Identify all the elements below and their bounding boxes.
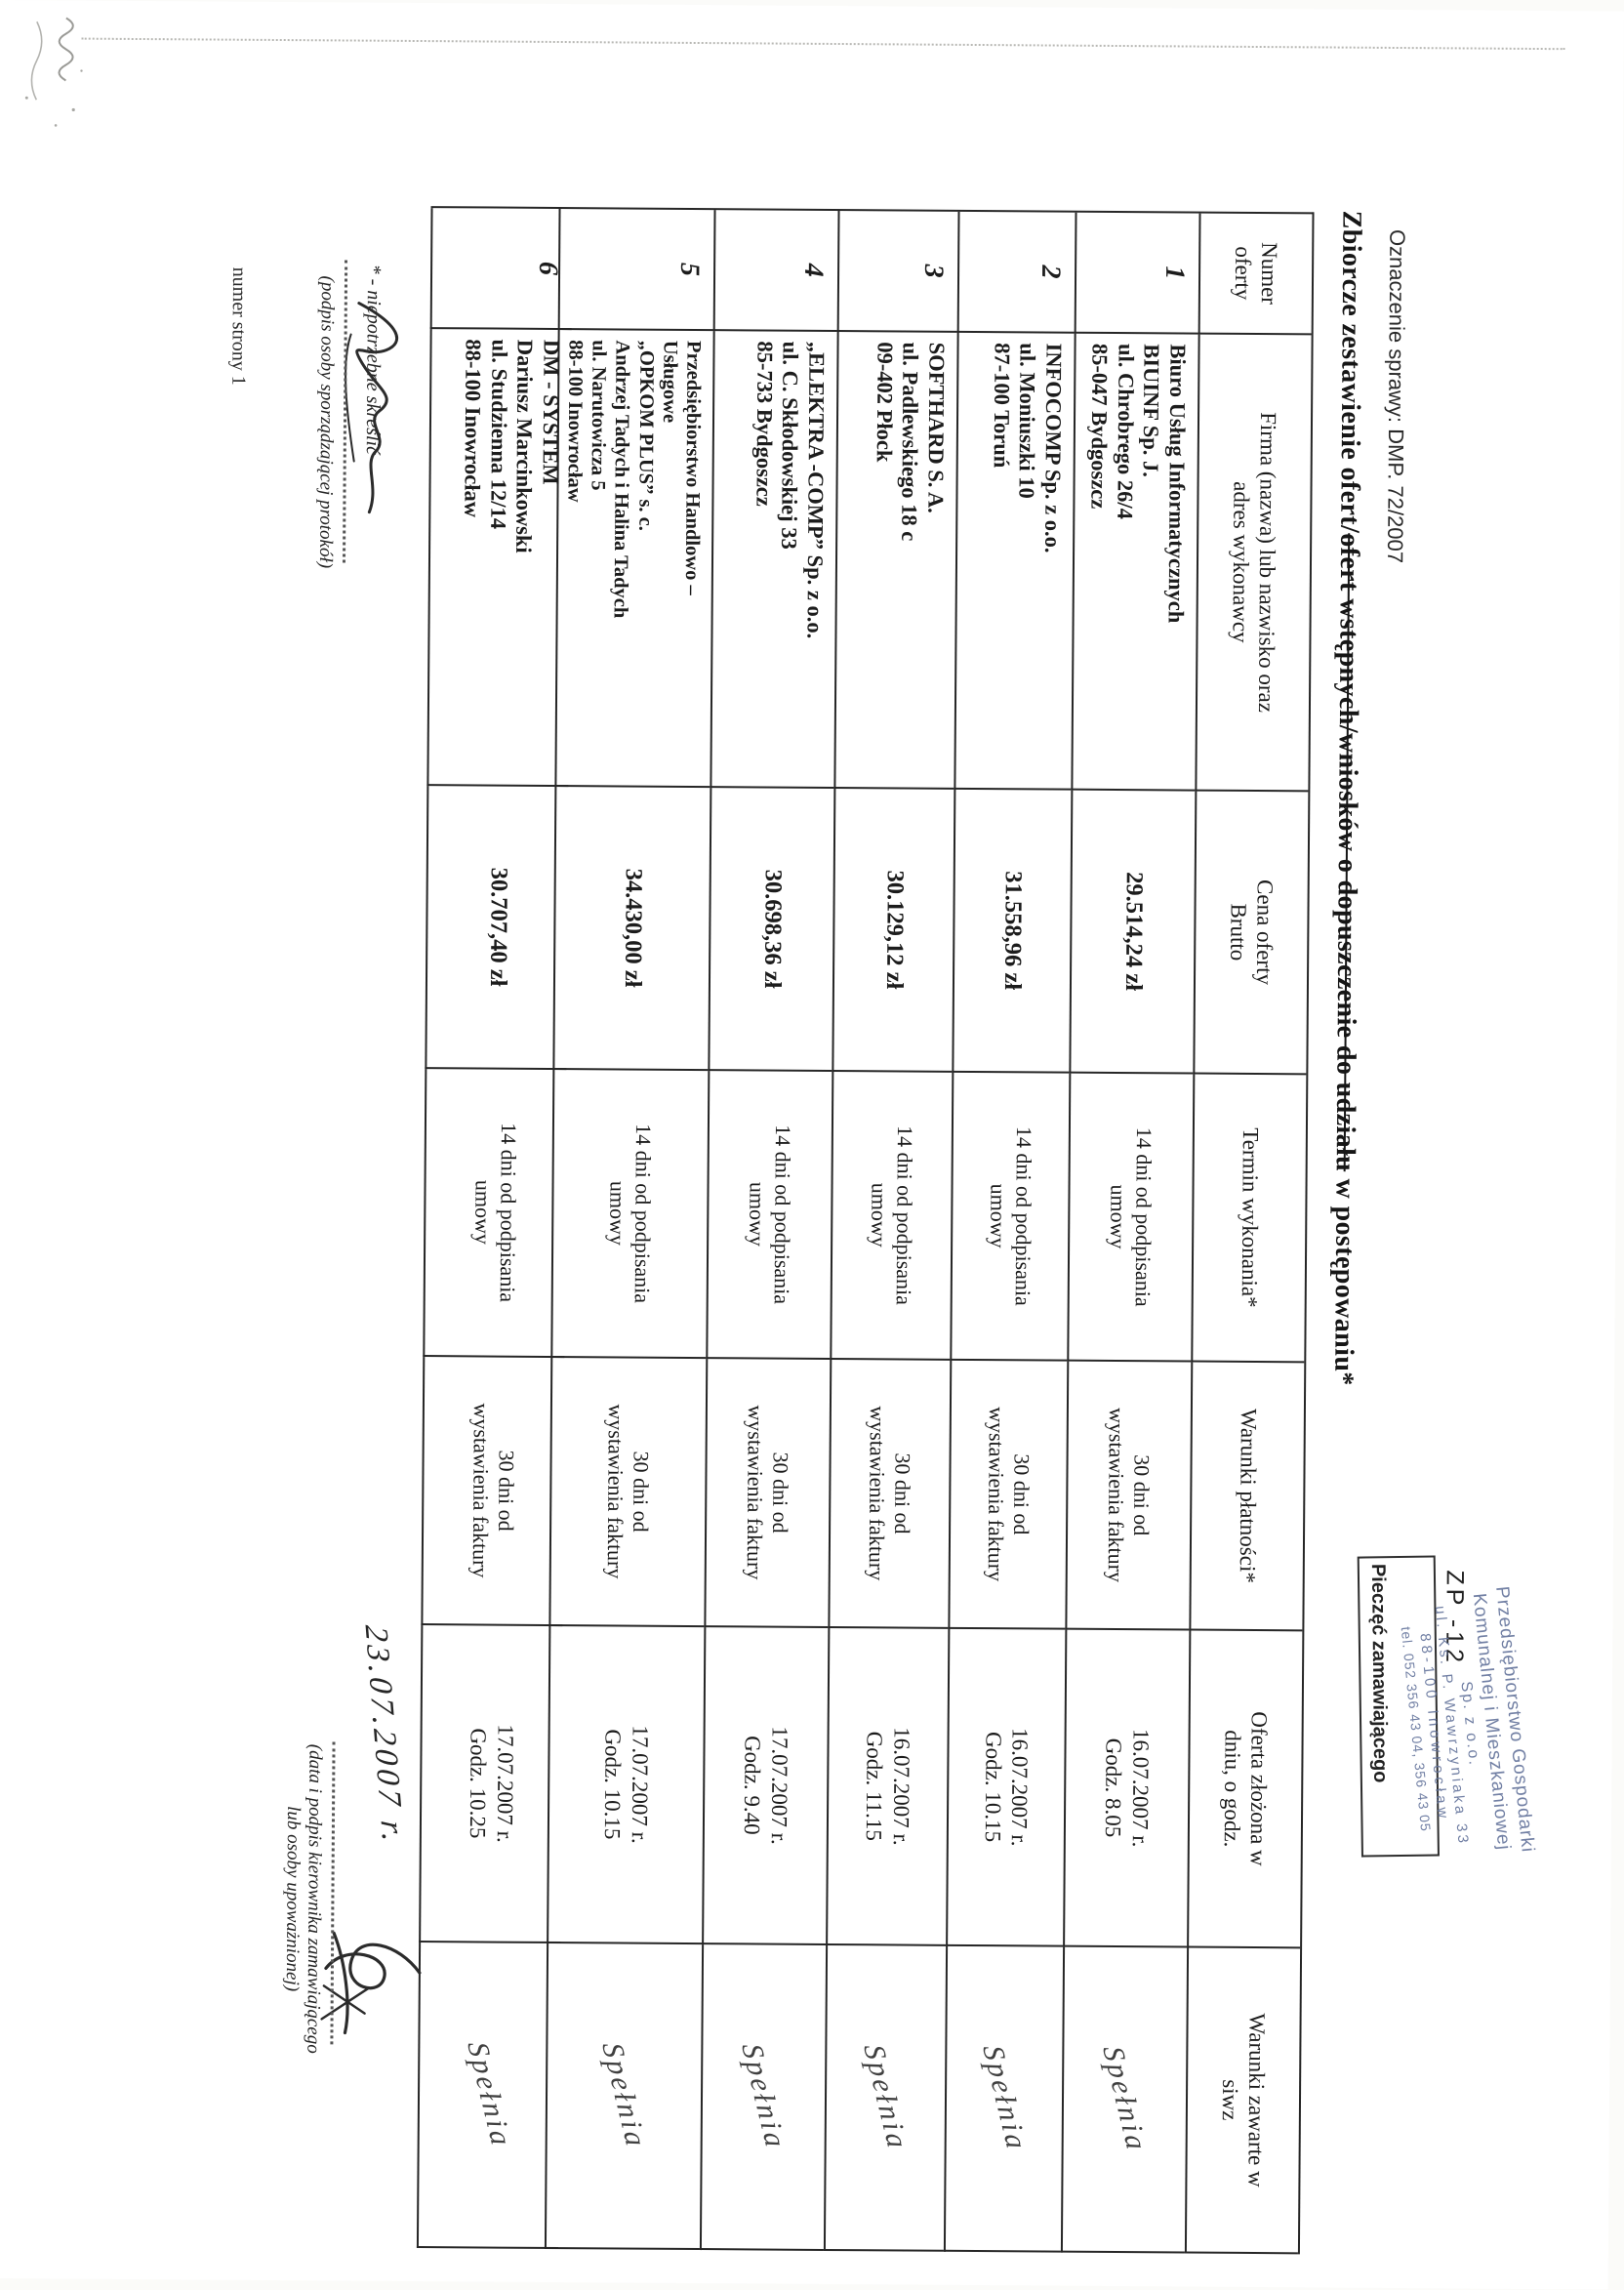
column-header-payment: Warunki płatności* bbox=[1189, 1362, 1305, 1632]
offers-summary-table: Numer oferty Firma (nazwa) lub nazwisko … bbox=[416, 206, 1315, 2255]
payment-cell: 30 dni od wystawienia faktury bbox=[421, 1357, 565, 1627]
offer-number-cell: 5 bbox=[557, 209, 714, 332]
submission-cell: 17.07.2007 r. Godz. 10.25 bbox=[419, 1625, 563, 1944]
submission-cell: 16.07.2007 r. Godz. 11.15 bbox=[826, 1627, 949, 1946]
payment-cell: 30 dni od wystawienia faktury bbox=[828, 1359, 951, 1629]
contractor-cell: „ELEKTRA -COMP” Sp. z o.o. ul. C. Skłodo… bbox=[710, 331, 837, 789]
column-header-submission: Oferta złożona w dniu, o godz. bbox=[1187, 1630, 1303, 1949]
compliance-cell: Spełnia bbox=[823, 1944, 947, 2252]
compliance-handwriting: Spełnia bbox=[975, 2043, 1034, 2153]
compliance-handwriting: Spełnia bbox=[1096, 2044, 1155, 2154]
table-row: 6 DM - SYSTEM Dariusz Marcinkowski ul. S… bbox=[416, 208, 573, 2250]
table-row: 1 Biuro Usług Informatycznych BIUINF Sp.… bbox=[1060, 212, 1199, 2254]
payment-cell: 30 dni od wystawienia faktury bbox=[704, 1359, 831, 1628]
title-kept-part: Zbiorcze zestawienie ofert/ bbox=[1334, 210, 1367, 534]
price-cell: 30.707,40 zł bbox=[425, 786, 569, 1071]
compliance-cell: Spełnia bbox=[699, 1944, 827, 2251]
contractor-cell: Biuro Usług Informatycznych BIUINF Sp. J… bbox=[1071, 333, 1198, 792]
title-struck-part: ofert wstępnych/wniosków o dopuszczenie … bbox=[1329, 533, 1365, 1172]
offer-number-cell: 6 bbox=[429, 208, 573, 331]
column-header-contractor: Firma (nazwa) lub nazwisko oraz adres wy… bbox=[1195, 334, 1312, 793]
table-header-row: Numer oferty Firma (nazwa) lub nazwisko … bbox=[1184, 213, 1313, 2255]
price-cell: 31.558,96 zł bbox=[952, 789, 1072, 1074]
column-header-price: Cena oferty Brutto bbox=[1193, 791, 1309, 1076]
compliance-handwriting: Spełnia bbox=[857, 2042, 915, 2153]
table-row: 5 Przedsiębiorstwo Handlowo – Usługowe „… bbox=[544, 209, 714, 2251]
page-title: Zbiorcze zestawienie ofert/ofert wstępny… bbox=[1321, 211, 1366, 2222]
compliance-cell: Spełnia bbox=[544, 1942, 703, 2251]
price-cell: 30.698,36 zł bbox=[708, 788, 834, 1072]
approver-signature-scribble bbox=[320, 1931, 422, 2035]
column-header-offer-number: Numer oferty bbox=[1198, 213, 1313, 336]
approver-caption: (data i podpis kierownika zamawiającego … bbox=[280, 1728, 326, 2069]
term-cell: 14 dni od podpisania umowy bbox=[1067, 1073, 1194, 1363]
offer-number-cell: 4 bbox=[712, 210, 838, 332]
term-cell: 14 dni od podpisania umowy bbox=[830, 1071, 953, 1361]
page-number-label: numer strony 1 bbox=[227, 266, 251, 386]
contractor-cell: Przedsiębiorstwo Handlowo – Usługowe „OP… bbox=[554, 329, 713, 789]
approver-caption-line: (data i podpis kierownika zamawiającego bbox=[303, 1743, 326, 2054]
offer-number-cell: 1 bbox=[1074, 212, 1199, 335]
price-cell: 30.129,12 zł bbox=[832, 788, 954, 1073]
contractor-cell: DM - SYSTEM Dariusz Marcinkowski ul. Stu… bbox=[426, 329, 572, 788]
compliance-cell: Spełnia bbox=[1060, 1946, 1188, 2254]
payment-cell: 30 dni od wystawienia faktury bbox=[948, 1360, 1068, 1630]
column-header-term: Termin wykonania* bbox=[1191, 1074, 1307, 1364]
compliance-cell: Spełnia bbox=[943, 1945, 1064, 2253]
submission-cell: 17.07.2007 r. Godz. 10.15 bbox=[546, 1625, 705, 1945]
offer-number-cell: 2 bbox=[956, 211, 1076, 334]
term-cell: 14 dni od podpisania umowy bbox=[550, 1069, 709, 1360]
preparer-signature-scribble bbox=[345, 302, 398, 514]
compliance-handwriting: Spełnia bbox=[461, 2039, 519, 2150]
payment-cell: 30 dni od wystawienia faktury bbox=[548, 1357, 707, 1628]
page-edge-fold-line bbox=[81, 37, 1565, 51]
column-header-compliance: Warunki zawarte w siwz bbox=[1184, 1947, 1301, 2255]
approval-date-handwriting: 23.07.2007 r. bbox=[357, 1624, 411, 1847]
approver-caption-line: lub osoby upoważnionej) bbox=[281, 1806, 304, 1992]
submission-cell: 17.07.2007 r. Godz. 9.40 bbox=[702, 1627, 829, 1945]
compliance-handwriting: Spełnia bbox=[735, 2041, 793, 2152]
stamp-caption: Pieczęć zamawiającego bbox=[1366, 1563, 1392, 1783]
submission-cell: 16.07.2007 r. Godz. 10.15 bbox=[946, 1628, 1066, 1947]
term-cell: 14 dni od podpisania umowy bbox=[706, 1071, 832, 1360]
contractor-cell: SOFTHARD S. A. ul. Padlewskiego 18 c 09-… bbox=[833, 331, 957, 790]
table-row: 2 INFOCOMP Sp. z o.o. ul. Moniuszki 10 8… bbox=[943, 211, 1076, 2253]
compliance-cell: Spełnia bbox=[416, 1942, 561, 2250]
term-cell: 14 dni od podpisania umowy bbox=[423, 1069, 567, 1359]
price-cell: 29.514,24 zł bbox=[1069, 790, 1196, 1075]
compliance-handwriting: Spełnia bbox=[595, 2040, 654, 2151]
contractor-cell: INFOCOMP Sp. z o.o. ul. Moniuszki 10 87-… bbox=[954, 332, 1075, 791]
payment-cell: 30 dni od wystawienia faktury bbox=[1065, 1361, 1192, 1631]
term-cell: 14 dni od podpisania umowy bbox=[950, 1072, 1070, 1362]
title-kept-part: w postępowaniu* bbox=[1328, 1171, 1360, 1386]
case-number-label: Oznaczenie sprawy: DMP. 72/2007 bbox=[1383, 228, 1410, 564]
submission-cell: 16.07.2007 r. Godz. 8.05 bbox=[1063, 1629, 1190, 1948]
preparer-caption: (podpis osoby sporządzającej protokół) bbox=[314, 275, 339, 569]
scan-noise-scribble bbox=[24, 17, 83, 127]
table-row: 4 „ELEKTRA -COMP” Sp. z o.o. ul. C. Skło… bbox=[699, 210, 838, 2251]
table-row: 3 SOFTHARD S. A. ul. Padlewskiego 18 c 0… bbox=[823, 210, 958, 2252]
price-cell: 34.430,00 zł bbox=[552, 786, 710, 1072]
offer-number-cell: 3 bbox=[836, 210, 958, 333]
